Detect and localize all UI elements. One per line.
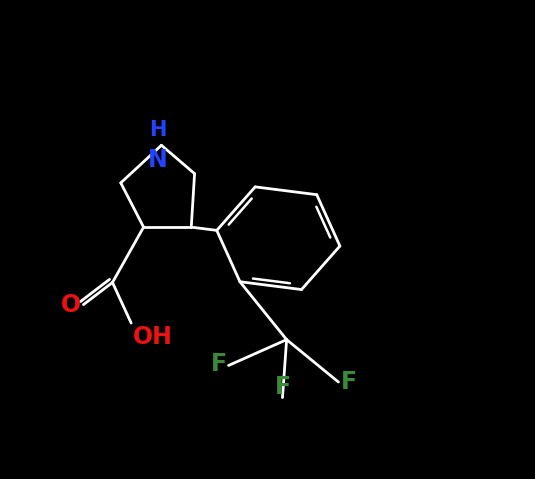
- Text: OH: OH: [133, 325, 173, 349]
- Text: O: O: [62, 293, 81, 317]
- Text: F: F: [274, 376, 291, 399]
- Text: F: F: [341, 370, 357, 394]
- Text: F: F: [210, 352, 226, 376]
- Text: N: N: [148, 148, 168, 172]
- Text: H: H: [149, 120, 167, 140]
